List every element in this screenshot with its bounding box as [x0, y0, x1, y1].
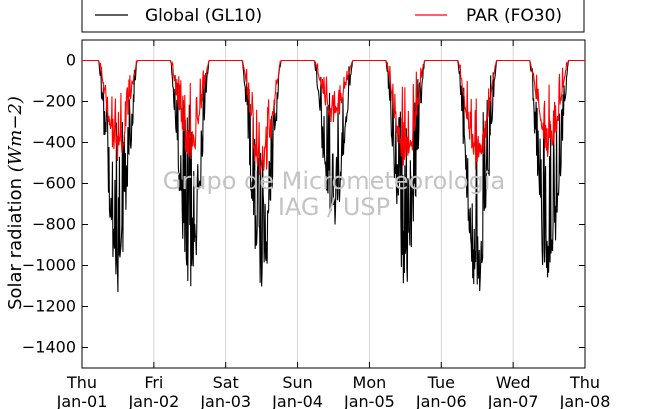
y-axis-label-unit: (Wm−2)	[5, 96, 26, 172]
watermark-line-1: Grupo de Micrometeorologia	[163, 167, 505, 195]
series-group	[82, 59, 585, 293]
x-tick-label-date: Jan-07	[487, 392, 539, 409]
y-axis-label-text: Solar radiation	[5, 172, 26, 310]
x-tick-label-date: Jan-03	[199, 392, 251, 409]
y-axis-label: Solar radiation (Wm−2)	[5, 96, 26, 310]
y-tick-label: −400	[32, 133, 76, 152]
grid-lines	[153, 40, 514, 368]
y-tick-label: −1000	[22, 256, 76, 275]
x-tick-label-date: Jan-08	[559, 392, 611, 409]
y-tick-label: −800	[32, 215, 76, 234]
y-tick-label: 0	[66, 51, 76, 70]
y-tick-label: −600	[32, 174, 76, 193]
watermark-line-2: IAG / USP	[278, 193, 390, 221]
x-tick-label-day: Tue	[427, 373, 455, 392]
legend: Global (GL10) PAR (FO30)	[81, 0, 585, 33]
legend-box	[81, 0, 585, 33]
x-axis: ThuJan-01FriJan-02SatJan-03SunJan-04MonJ…	[56, 40, 611, 409]
y-axis: 0 −200 −400 −600 −800 −1000 −1200 −1400	[22, 51, 585, 357]
x-tick-label-date: Jan-02	[127, 392, 179, 409]
x-tick-label-date: Jan-01	[56, 392, 108, 409]
x-tick-label-day: Fri	[144, 373, 163, 392]
x-tick-label-day: Sun	[282, 373, 312, 392]
y-tick-label: −1200	[22, 297, 76, 316]
y-tick-label: −1400	[22, 338, 76, 357]
x-tick-label-date: Jan-06	[415, 392, 467, 409]
legend-label-global: Global (GL10)	[145, 6, 262, 26]
x-tick-label-day: Thu	[569, 373, 600, 392]
y-tick-label: −200	[32, 92, 76, 111]
legend-label-par: PAR (FO30)	[466, 6, 562, 26]
x-tick-label-day: Wed	[496, 373, 531, 392]
x-tick-label-date: Jan-05	[343, 392, 395, 409]
x-tick-label-day: Sat	[213, 373, 239, 392]
x-tick-label-date: Jan-04	[271, 392, 323, 409]
series-line-par	[82, 59, 585, 176]
x-tick-label-day: Mon	[353, 373, 387, 392]
x-tick-label-day: Thu	[66, 373, 97, 392]
